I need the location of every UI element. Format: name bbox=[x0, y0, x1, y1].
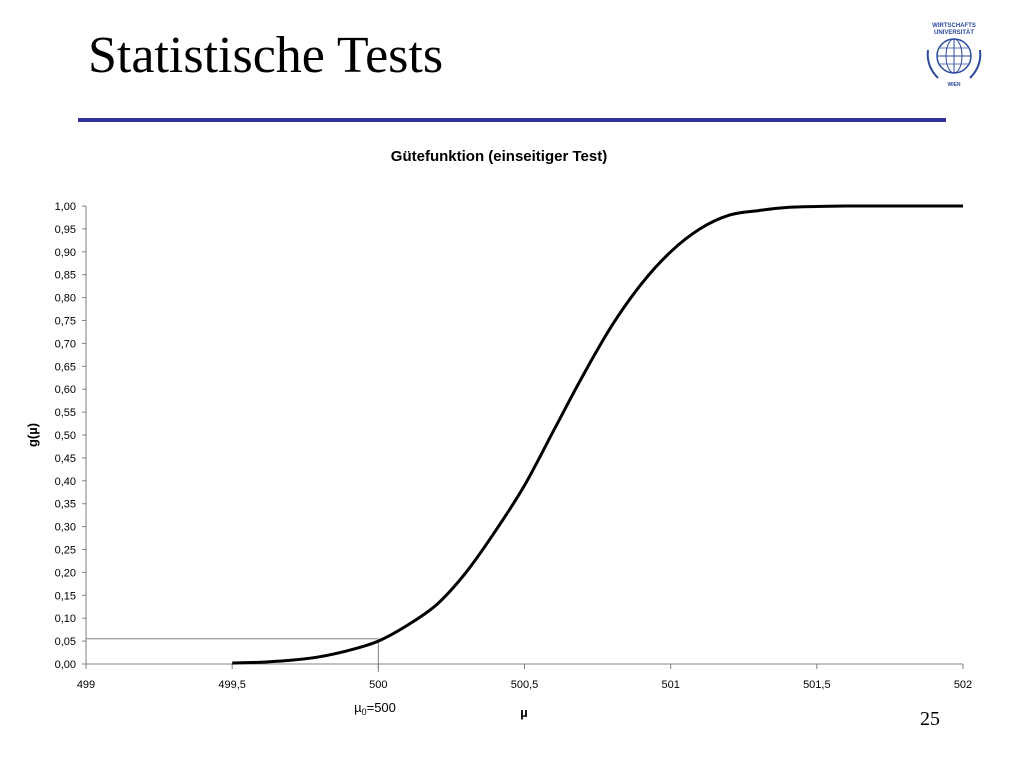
globe-icon bbox=[926, 38, 982, 79]
x-axis-label: µ bbox=[520, 705, 528, 720]
slide-title: Statistische Tests bbox=[88, 27, 444, 84]
x-tick-label: 500,5 bbox=[511, 679, 539, 691]
y-tick-label: 0,20 bbox=[55, 567, 76, 579]
y-tick-label: 0,85 bbox=[55, 270, 76, 282]
mu0-value: =500 bbox=[367, 700, 396, 715]
university-logo: WIRTSCHAFTS UNIVERSITÄT WIEN bbox=[926, 23, 982, 88]
y-tick-label: 0,55 bbox=[55, 407, 76, 419]
y-tick-label: 0,35 bbox=[55, 499, 76, 511]
reference-lines bbox=[86, 638, 379, 672]
power-curve bbox=[232, 204, 963, 665]
x-tick-label: 500 bbox=[369, 679, 387, 691]
chart-title: Gütefunktion (einseitiger Test) bbox=[391, 148, 607, 165]
mu0-base: µ bbox=[354, 700, 362, 715]
y-tick-label: 0,75 bbox=[55, 316, 76, 328]
x-tick-label: 502 bbox=[954, 679, 972, 691]
y-tick-label: 0,95 bbox=[55, 224, 76, 236]
page-number: 25 bbox=[920, 708, 940, 730]
y-tick-label: 0,90 bbox=[55, 247, 76, 259]
y-tick-label: 0,15 bbox=[55, 590, 76, 602]
x-tick-label: 501 bbox=[661, 679, 679, 691]
y-tick-label: 0,10 bbox=[55, 613, 76, 625]
y-tick-label: 0,70 bbox=[55, 338, 76, 350]
y-tick-label: 0,60 bbox=[55, 384, 76, 396]
mu0-annotation: µ0=500 bbox=[354, 700, 396, 717]
mu0-subscript: 0 bbox=[362, 707, 367, 717]
y-tick-label: 1,00 bbox=[55, 201, 76, 213]
y-tick-label: 0,40 bbox=[55, 476, 76, 488]
logo-text-top-2: UNIVERSITÄT bbox=[934, 29, 974, 36]
y-tick-label: 0,30 bbox=[55, 522, 76, 534]
y-tick-label: 0,50 bbox=[55, 430, 76, 442]
logo-text-bottom: WIEN bbox=[947, 82, 960, 88]
x-tick-label: 501,5 bbox=[803, 679, 831, 691]
y-axis-label: g(µ) bbox=[25, 423, 40, 447]
y-tick-label: 0,80 bbox=[55, 293, 76, 305]
title-divider bbox=[78, 118, 946, 122]
curve-layer bbox=[232, 204, 963, 665]
axes: 0,00 0,05 0,10 0,15 0,20 0,25 0,30 0,35 0,40 0,45… bbox=[55, 201, 973, 691]
logo-text-top-1: WIRTSCHAFTS bbox=[932, 23, 976, 29]
x-tick-label: 499 bbox=[77, 679, 95, 691]
y-tick-label: 0,45 bbox=[55, 453, 76, 465]
x-tick-label: 499,5 bbox=[218, 679, 246, 691]
y-tick-label: 0,05 bbox=[55, 636, 76, 648]
y-tick-label: 0,25 bbox=[55, 545, 76, 557]
y-tick-label: 0,65 bbox=[55, 361, 76, 373]
y-tick-label: 0,00 bbox=[55, 659, 76, 671]
